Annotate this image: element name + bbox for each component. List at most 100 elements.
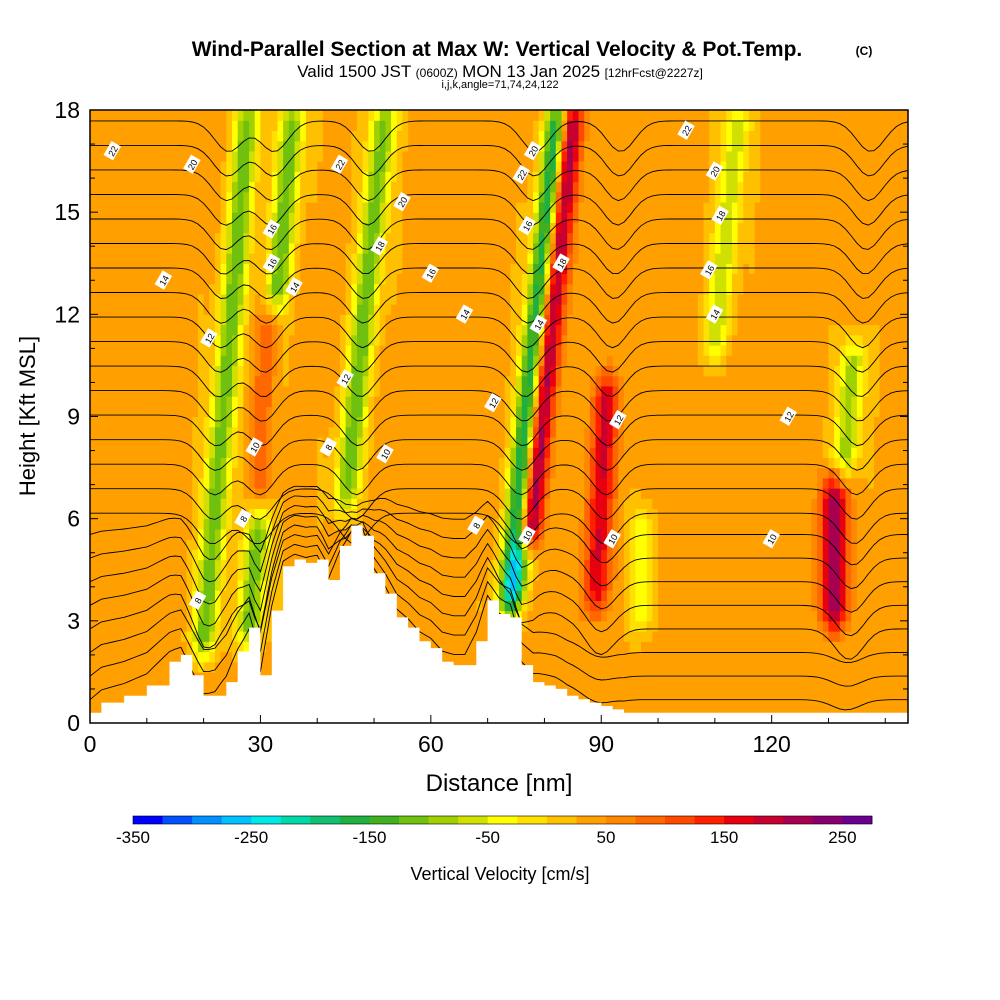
velocity-cell [385,263,392,275]
velocity-cell [493,222,500,234]
velocity-cell [493,263,500,275]
velocity-cell [237,579,244,591]
velocity-cell [283,436,290,448]
velocity-cell [504,314,511,326]
velocity-cell [334,569,341,581]
velocity-cell [442,610,449,622]
velocity-cell [555,671,563,683]
velocity-cell [374,385,381,397]
velocity-cell [146,314,154,326]
velocity-cell [146,242,154,254]
velocity-cell [107,620,114,632]
velocity-cell [300,283,307,295]
velocity-cell [146,110,154,121]
velocity-cell [499,518,506,530]
velocity-cell [141,130,148,142]
velocity-cell [476,406,483,418]
velocity-cell [368,518,375,530]
velocity-cell [129,518,137,530]
velocity-cell [294,120,301,132]
velocity-cell [334,171,341,183]
velocity-cell [442,283,449,295]
velocity-cell [249,110,256,121]
velocity-cell [504,324,511,336]
velocity-cell [459,293,466,305]
velocity-cell [504,385,511,397]
velocity-cell [203,140,210,152]
velocity-cell [533,528,540,540]
velocity-cell [180,498,188,510]
velocity-cell [186,171,193,183]
velocity-cell [305,273,313,285]
velocity-cell [516,406,523,418]
velocity-cell [214,110,222,121]
velocity-cell [288,314,296,326]
velocity-cell [538,140,546,152]
velocity-cell [311,467,318,479]
velocity-cell [334,518,341,530]
velocity-cell [294,528,301,540]
velocity-cell [192,293,199,305]
velocity-cell [419,242,426,254]
velocity-cell [101,263,108,275]
velocity-cell [442,518,449,530]
velocity-cell [447,334,455,346]
velocity-cell [152,242,159,254]
velocity-cell [362,242,369,254]
velocity-cell [226,396,233,407]
velocity-cell [447,273,455,285]
velocity-cell [408,161,415,172]
velocity-cell [561,641,568,653]
velocity-cell [214,161,222,172]
velocity-cell [203,171,210,183]
velocity-cell [521,314,528,326]
velocity-cell [345,273,352,285]
velocity-cell [453,385,460,397]
velocity-cell [288,528,296,540]
velocity-cell [374,488,381,499]
velocity-cell [459,161,466,172]
velocity-cell [555,375,563,387]
velocity-cell [180,344,188,356]
velocity-cell [277,263,284,275]
velocity-cell [464,539,472,550]
velocity-cell [447,344,455,356]
velocity-cell [339,528,347,540]
velocity-cell [118,477,125,489]
velocity-cell [152,283,159,295]
velocity-cell [317,314,324,326]
velocity-cell [95,212,102,223]
velocity-cell [544,641,551,653]
velocity-cell [391,263,398,275]
velocity-cell [107,447,114,458]
velocity-cell [249,396,256,407]
velocity-cell [459,263,466,275]
velocity-cell [436,161,443,172]
velocity-cell [402,406,409,418]
velocity-cell [226,150,233,162]
velocity-cell [305,314,313,326]
velocity-cell [408,201,415,213]
velocity-cell [146,488,154,499]
velocity-cell [322,518,330,530]
velocity-cell [516,334,523,346]
velocity-cell [271,140,279,152]
velocity-cell [436,457,443,469]
velocity-cell [345,232,352,244]
velocity-cell [192,661,199,673]
velocity-cell [101,498,108,510]
velocity-cell [334,212,341,223]
velocity-cell [504,590,511,601]
velocity-cell [527,120,534,132]
velocity-cell [516,355,523,367]
velocity-cell [283,447,290,458]
velocity-cell [232,171,239,183]
velocity-cell [249,559,256,571]
velocity-cell [158,518,165,530]
velocity-cell [277,477,284,489]
velocity-cell [260,140,267,152]
velocity-cell [527,201,534,213]
velocity-cell [129,436,137,448]
velocity-cell [90,488,97,499]
velocity-cell [408,375,415,387]
